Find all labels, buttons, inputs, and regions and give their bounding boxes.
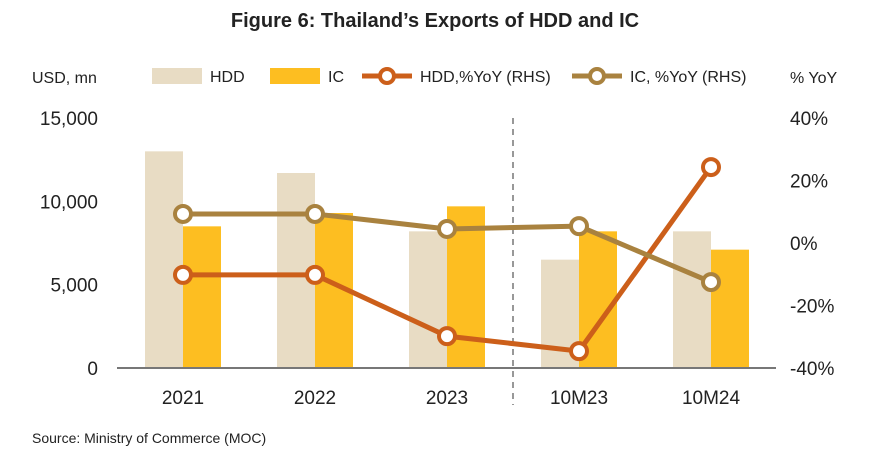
legend-marker-3: [588, 67, 606, 85]
line-point-2-2021: [173, 264, 193, 285]
legend-label: IC: [328, 69, 344, 86]
legend-label: HDD: [210, 69, 245, 86]
bar-hdd-2023: [409, 231, 447, 368]
x-tick-label: 10M23: [550, 388, 608, 409]
line-point-3-10m24: [701, 272, 721, 293]
line-point-2-2022: [305, 264, 325, 285]
x-tick-label: 2021: [162, 388, 204, 409]
line-point-3-2021: [173, 203, 193, 224]
y-tick-label: 10,000: [40, 192, 98, 213]
line-point-3-10m23: [569, 216, 589, 237]
y-tick-label: 5,000: [50, 276, 98, 297]
legend-label: IC, %YoY (RHS): [630, 69, 746, 86]
legend: HDD IC HDD,%YoY (RHS) IC, %YoY (RHS): [152, 67, 746, 86]
y2-tick-label: -40%: [790, 359, 834, 380]
y2-tick-label: 40%: [790, 109, 828, 130]
y2-axis-label: % YoY: [790, 70, 837, 87]
line-point-3-2022: [305, 203, 325, 224]
bar-ic-10m24: [711, 249, 749, 368]
y-axis-label: USD, mn: [32, 70, 97, 87]
y2-tick-label: 0%: [790, 234, 818, 255]
y2-tick-label: 20%: [790, 172, 828, 193]
legend-swatch-0: [152, 68, 202, 84]
y2-tick-label: -20%: [790, 297, 834, 318]
chart-title: Figure 6: Thailand’s Exports of HDD and …: [231, 10, 639, 32]
line-point-2-2023: [437, 326, 457, 347]
line-point-2-10m23: [569, 341, 589, 362]
legend-marker-2: [378, 67, 396, 85]
bar-hdd-10m24: [673, 231, 711, 368]
x-tick-label: 2023: [426, 388, 468, 409]
bar-ic-2021: [183, 226, 221, 368]
line-point-2-10m24: [701, 157, 721, 178]
line-point-3-2023: [437, 218, 457, 239]
y-tick-label: 0: [87, 359, 98, 380]
legend-swatch-1: [270, 68, 320, 84]
x-tick-label: 10M24: [682, 388, 741, 409]
legend-label: HDD,%YoY (RHS): [420, 69, 551, 86]
bar-hdd-2021: [145, 151, 183, 368]
source-note: Source: Ministry of Commerce (MOC): [32, 430, 266, 446]
x-tick-label: 2022: [294, 388, 336, 409]
y-tick-label: 15,000: [40, 109, 98, 130]
